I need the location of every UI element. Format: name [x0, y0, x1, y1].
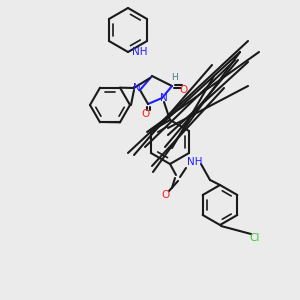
Text: O: O: [141, 109, 149, 119]
Text: H: H: [172, 74, 178, 82]
Text: NH: NH: [132, 47, 148, 57]
Text: O: O: [161, 190, 169, 200]
Text: N: N: [160, 93, 168, 103]
Text: NH: NH: [187, 157, 203, 167]
Text: O: O: [179, 85, 187, 95]
Text: Cl: Cl: [250, 233, 260, 243]
Text: N: N: [133, 83, 141, 93]
